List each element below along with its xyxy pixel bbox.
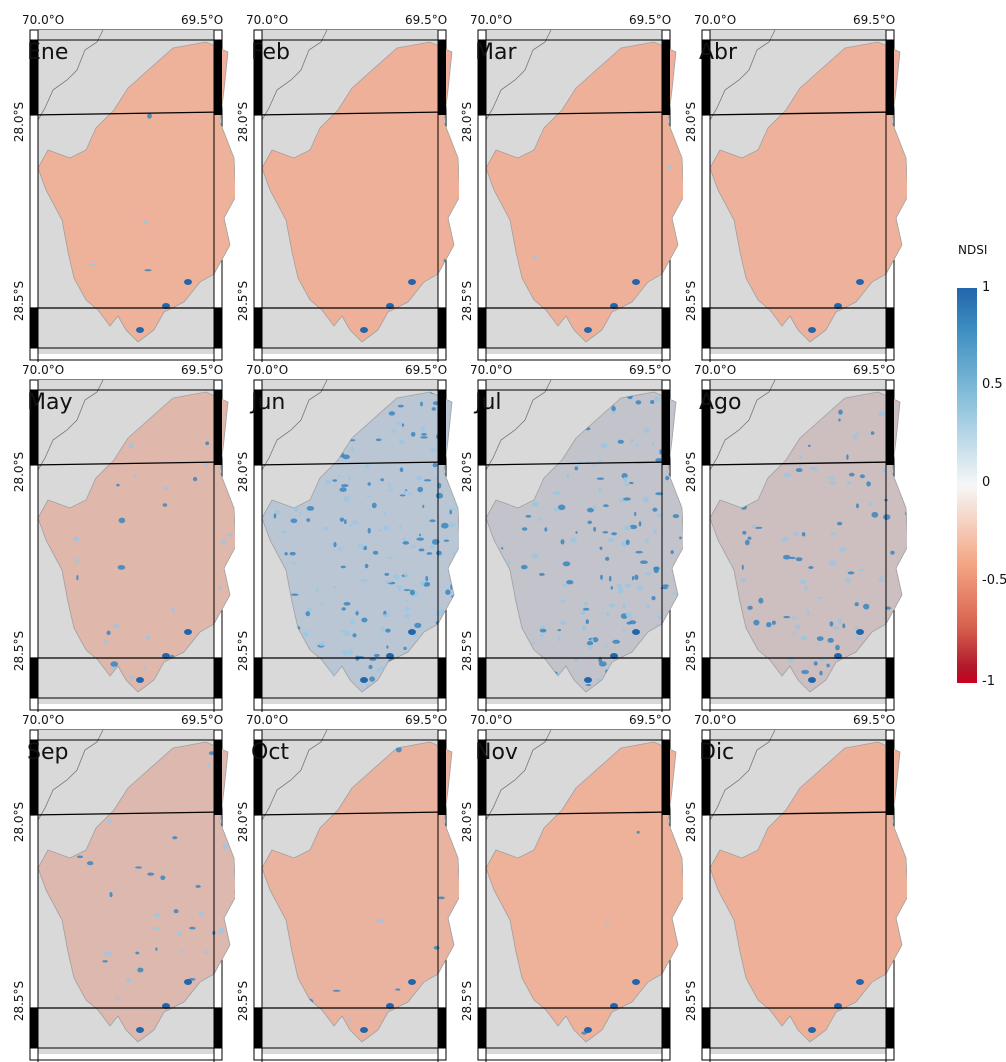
map-panel-mar: 70.0°O 69.5°O 28.0°S 28.5°S Mar [453,12,683,362]
map-panel-ene: 70.0°O 69.5°O 28.0°S 28.5°S Ene [5,12,235,362]
lat-label-top: 28.0°S [12,802,26,842]
lat-label-top: 28.0°S [236,802,250,842]
map-panel-ago: 70.0°O 69.5°O 28.0°S 28.5°S Ago [677,362,907,712]
lon-label-right: 69.5°O [181,13,223,27]
month-label: Dic [699,740,734,766]
lat-label-bottom: 28.5°S [12,631,26,671]
lat-label-top: 28.0°S [684,452,698,492]
lat-label-top: 28.0°S [684,802,698,842]
month-label: Mar [475,40,517,66]
month-label: May [27,390,72,416]
month-label: Ene [27,40,68,66]
legend-tick-0: 0 [982,476,990,490]
lat-label-bottom: 28.5°S [236,631,250,671]
lon-label-right: 69.5°O [405,713,447,727]
lat-label-bottom: 28.5°S [460,631,474,671]
lon-label-left: 70.0°O [694,713,736,727]
lat-label-bottom: 28.5°S [684,631,698,671]
map-panel-dic: 70.0°O 69.5°O 28.0°S 28.5°S Dic [677,712,907,1062]
map-panel-oct: 70.0°O 69.5°O 28.0°S 28.5°S Oct [229,712,459,1062]
lat-label-top: 28.0°S [460,802,474,842]
map-panel-jun: 70.0°O 69.5°O 28.0°S 28.5°S Jun [229,362,459,712]
month-label: Sep [27,740,68,766]
lat-label-bottom: 28.5°S [460,981,474,1021]
lon-label-left: 70.0°O [246,713,288,727]
lon-label-left: 70.0°O [470,363,512,377]
lon-label-left: 70.0°O [22,713,64,727]
legend-colorbar [957,288,977,683]
lon-label-left: 70.0°O [246,13,288,27]
month-label: Oct [251,740,289,766]
lat-label-top: 28.0°S [236,102,250,142]
lon-label-right: 69.5°O [853,363,895,377]
lat-label-bottom: 28.5°S [12,281,26,321]
lat-label-bottom: 28.5°S [236,281,250,321]
lon-label-right: 69.5°O [629,713,671,727]
legend-title: NDSI [958,243,987,257]
lat-label-top: 28.0°S [684,102,698,142]
map-panel-sep: 70.0°O 69.5°O 28.0°S 28.5°S Sep [5,712,235,1062]
lon-label-right: 69.5°O [405,13,447,27]
map-panel-jul: 70.0°O 69.5°O 28.0°S 28.5°S Jul [453,362,683,712]
lat-label-top: 28.0°S [12,452,26,492]
lon-label-left: 70.0°O [22,13,64,27]
month-label: Feb [251,40,290,66]
legend-tick-1: 1 [982,281,990,295]
lat-label-bottom: 28.5°S [684,981,698,1021]
legend-tick-minus-1: -1 [982,675,995,689]
map-panel-feb: 70.0°O 69.5°O 28.0°S 28.5°S Feb [229,12,459,362]
lat-label-bottom: 28.5°S [460,281,474,321]
lat-label-top: 28.0°S [236,452,250,492]
lat-label-bottom: 28.5°S [12,981,26,1021]
lon-label-left: 70.0°O [470,13,512,27]
lon-label-right: 69.5°O [853,13,895,27]
lon-label-right: 69.5°O [629,363,671,377]
lon-label-left: 70.0°O [22,363,64,377]
month-label: Jul [475,390,502,416]
lat-label-bottom: 28.5°S [236,981,250,1021]
map-panel-nov: 70.0°O 69.5°O 28.0°S 28.5°S Nov [453,712,683,1062]
lon-label-right: 69.5°O [853,713,895,727]
lon-label-right: 69.5°O [181,713,223,727]
lon-label-left: 70.0°O [246,363,288,377]
lat-label-bottom: 28.5°S [684,281,698,321]
lon-label-right: 69.5°O [629,13,671,27]
ndsi-legend: NDSI 1 0.5 0 -0.5 -1 [950,243,1006,683]
month-label: Jun [251,390,285,416]
lon-label-right: 69.5°O [405,363,447,377]
lon-label-right: 69.5°O [181,363,223,377]
lat-label-top: 28.0°S [12,102,26,142]
month-label: Abr [699,40,737,66]
lat-label-top: 28.0°S [460,452,474,492]
month-label: Ago [699,390,741,416]
legend-tick-minus-0.5: -0.5 [982,574,1006,588]
lat-label-top: 28.0°S [460,102,474,142]
legend-tick-0.5: 0.5 [982,378,1003,392]
month-label: Nov [475,740,518,766]
map-panel-may: 70.0°O 69.5°O 28.0°S 28.5°S May [5,362,235,712]
lon-label-left: 70.0°O [470,713,512,727]
lon-label-left: 70.0°O [694,13,736,27]
lon-label-left: 70.0°O [694,363,736,377]
map-panel-abr: 70.0°O 69.5°O 28.0°S 28.5°S Abr [677,12,907,362]
